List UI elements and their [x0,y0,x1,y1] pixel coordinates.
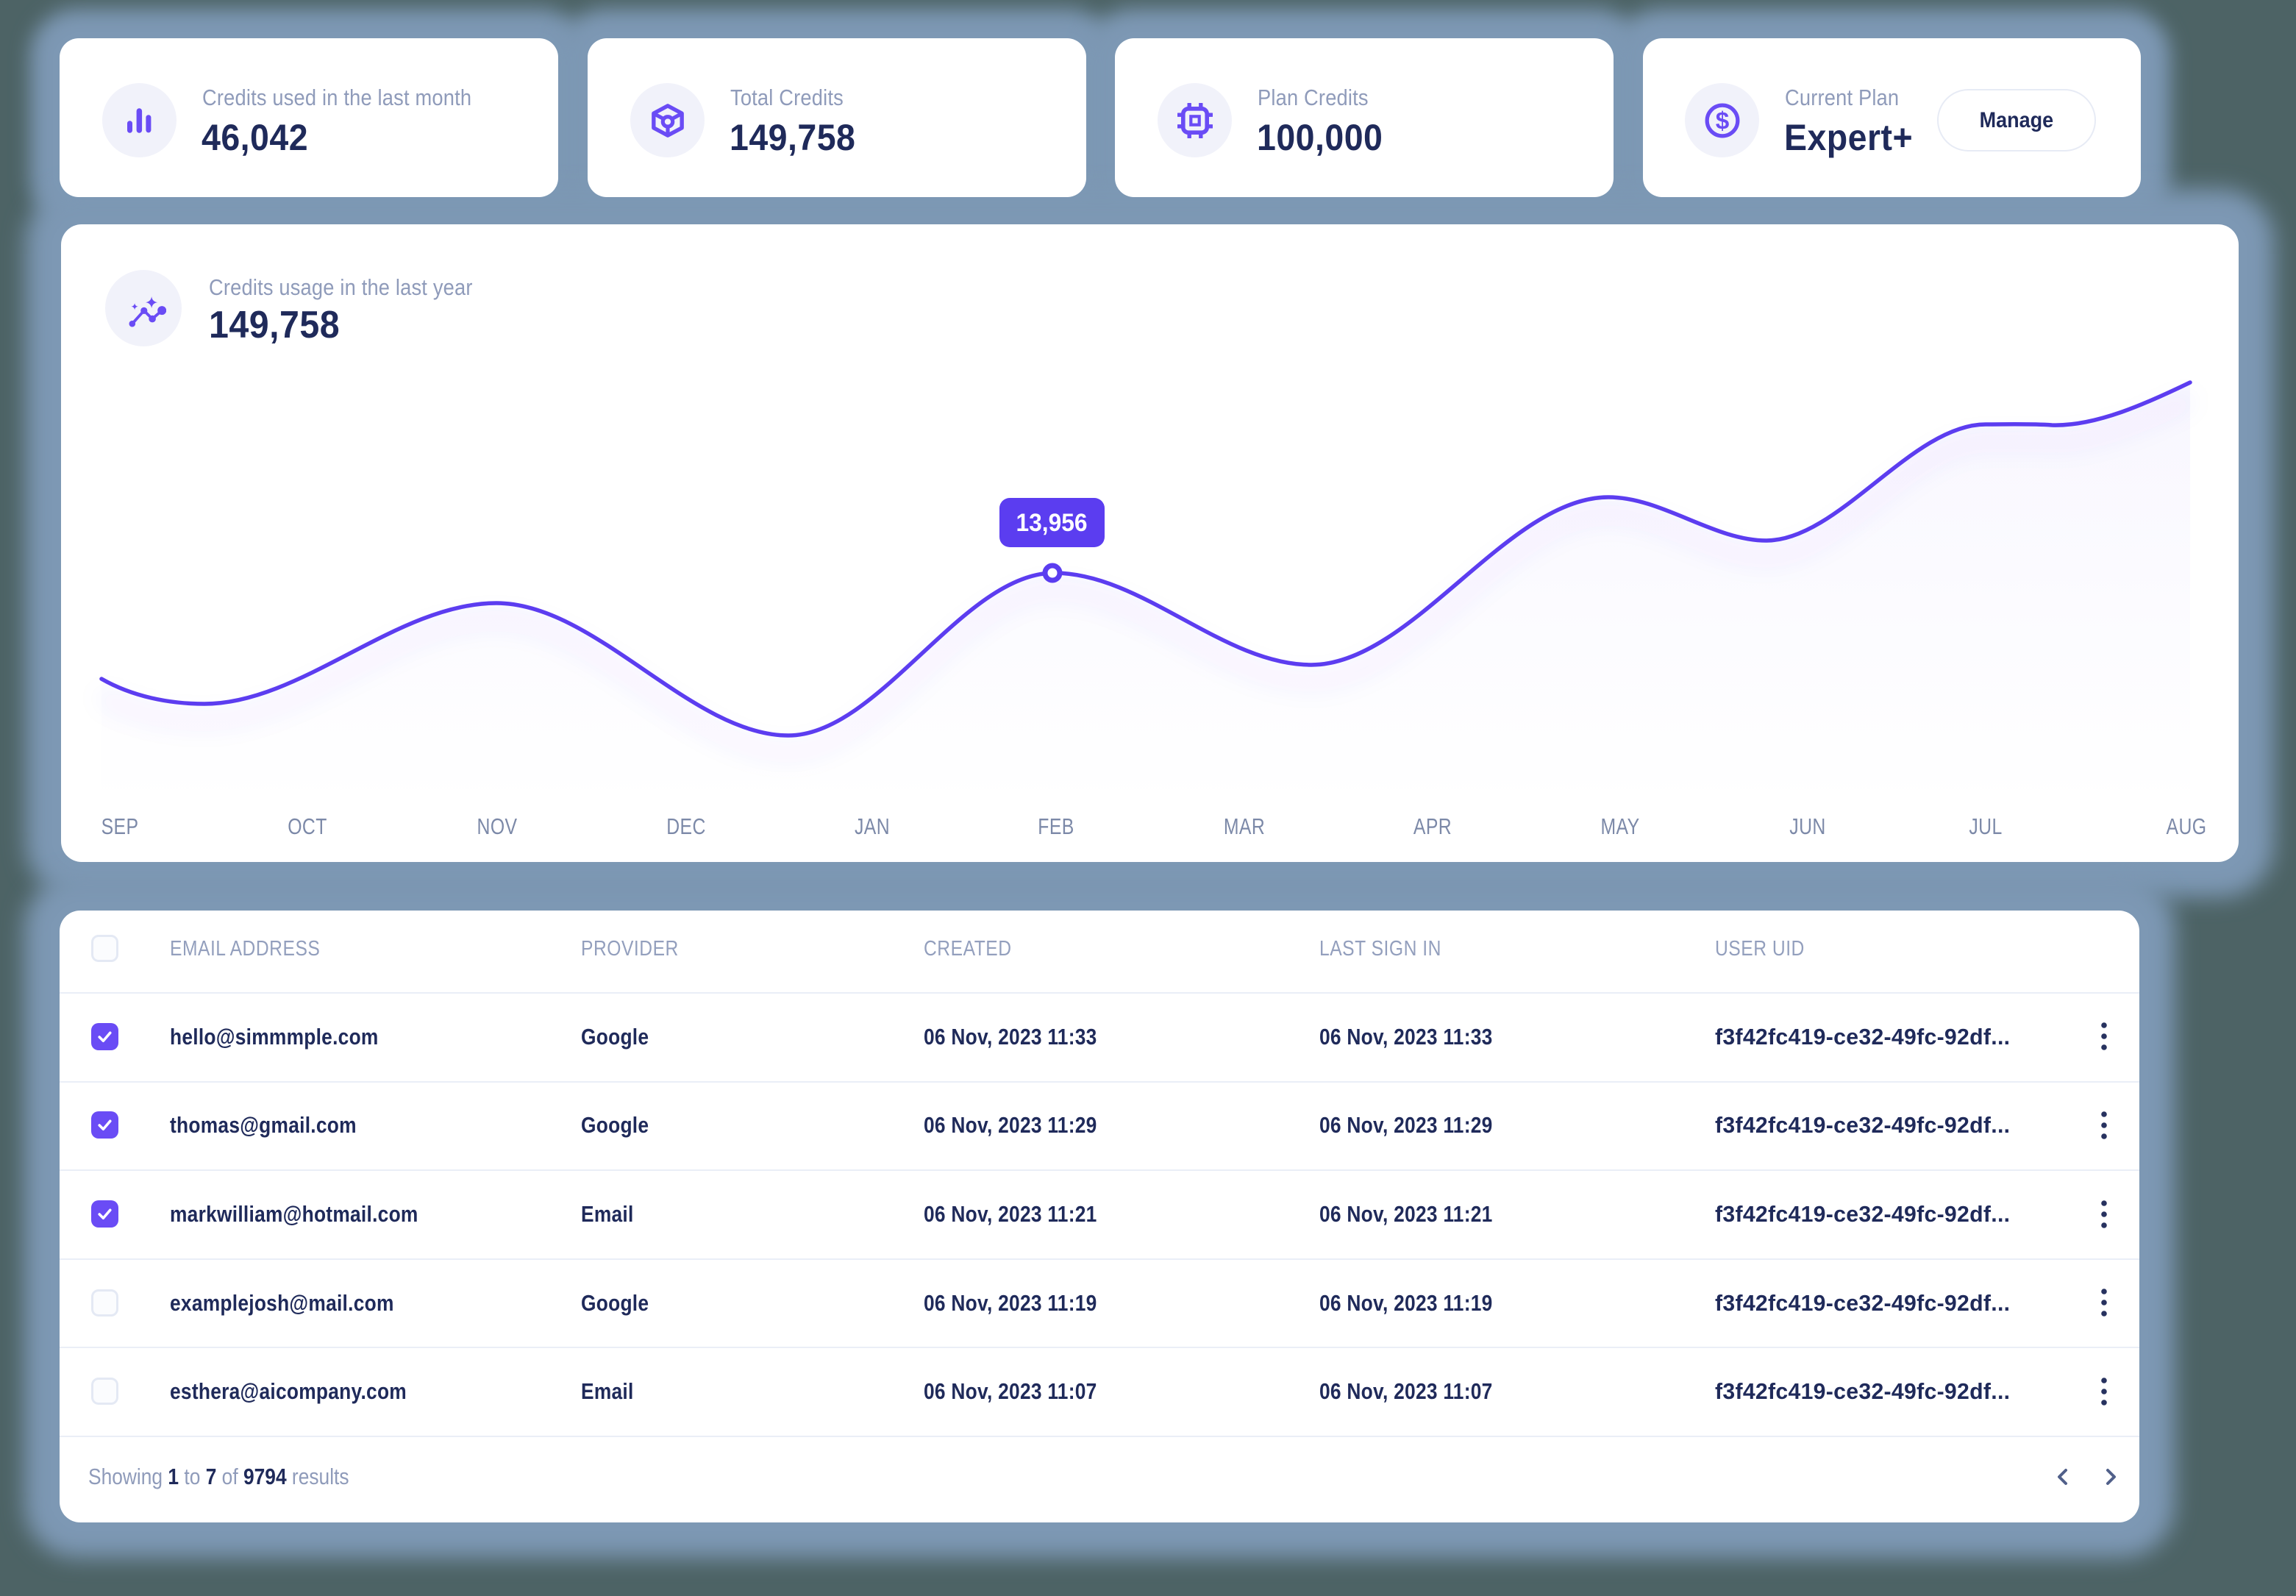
svg-text:13,956: 13,956 [1016,509,1088,537]
svg-text:$: $ [1715,107,1729,135]
